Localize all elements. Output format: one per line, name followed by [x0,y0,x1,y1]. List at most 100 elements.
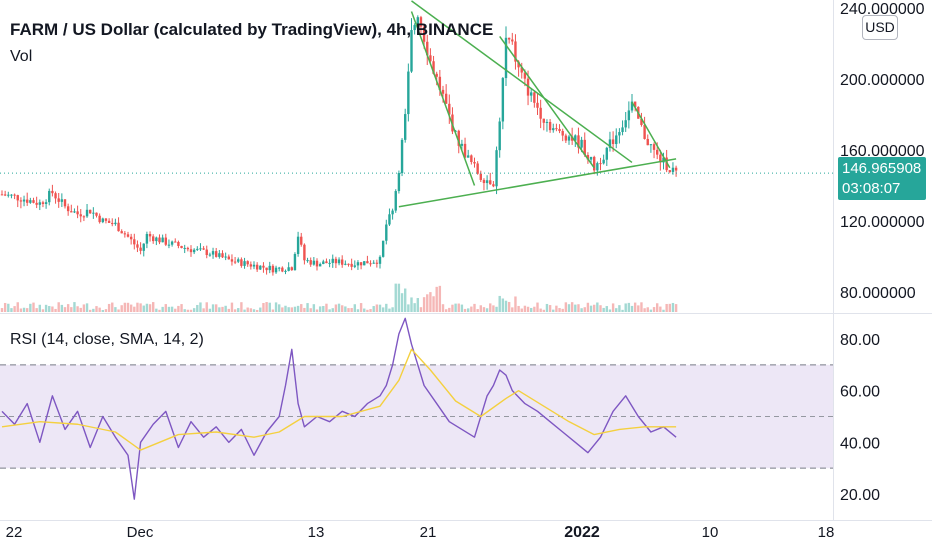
time-tick-label: 22 [6,524,23,541]
candle-body [602,159,605,164]
time-tick-label: 2022 [564,524,600,541]
volume-bar [164,304,167,312]
volume-bar [199,302,202,312]
candle-body [95,212,98,216]
volume-bar [38,304,41,312]
volume-bar [252,309,256,312]
volume-bar [624,303,627,312]
candle-body [170,241,174,245]
candle-body [240,259,243,266]
volume-bar [482,307,486,312]
volume-bar [583,307,586,312]
volume-bar [605,306,608,312]
candle-body [652,144,656,150]
volume-bar [227,308,230,312]
candle-body [552,128,555,131]
candle-body [211,251,215,255]
volume-bar [186,309,190,312]
volume-bar [536,302,539,312]
candle-body [391,210,394,215]
volume-bar [26,308,29,312]
volume-bar [104,309,108,312]
volume-bar [101,309,104,312]
volume-bar [51,306,54,312]
candle-body [341,259,344,265]
volume-bar [422,297,426,312]
volume-bar [545,303,549,312]
candle-body [511,39,514,42]
rsi-legend-label: RSI (14, close, SMA, 14, 2) [10,331,204,348]
volume-bar [208,308,212,312]
volume-bar [85,303,89,312]
volume-bar [255,309,259,312]
candle-body [381,240,385,257]
volume-bar [640,302,643,312]
volume-bar [467,308,470,312]
volume-bar [41,309,45,312]
volume-bar [580,308,583,312]
volume-bar [511,307,514,312]
candle-body [111,222,114,225]
volume-bar [444,309,448,312]
volume-bar [470,306,473,312]
volume-bar [325,303,328,312]
candle-body [158,237,161,243]
volume-bar [608,309,612,312]
volume-bar [278,304,281,312]
volume-bar [189,309,193,312]
rsi-sma-line [1,348,677,451]
candle-body [44,202,48,204]
price-pane[interactable] [0,0,833,312]
candle-body [400,139,404,174]
candle-body [463,143,467,158]
volume-bar [552,309,555,312]
candle-body [350,263,353,267]
volume-bar [7,303,10,312]
volume-bar [520,308,523,312]
volume-bar [514,296,517,312]
volume-bar [306,303,309,312]
candle-body [564,135,568,141]
candle-body [70,211,73,213]
volume-bar [375,304,379,312]
candle-body [155,237,158,242]
volume-bar [290,307,293,312]
volume-bar [611,303,615,312]
volume-bar [659,306,662,312]
volume-bar [322,306,325,312]
trendline-2 [410,11,476,186]
time-tick-label: 10 [702,524,719,541]
candle-body [126,234,130,237]
candle-body [66,206,70,212]
volume-bar [89,309,92,312]
candle-body [22,199,26,202]
candle-body [479,173,482,180]
trendline-0 [398,158,677,208]
candle-body [287,267,290,271]
volume-bar [237,308,240,312]
currency-button[interactable]: USD [862,15,898,40]
candle-body [281,267,284,272]
candle-body [555,128,558,130]
volume-bar [215,304,218,312]
candle-body [473,162,476,164]
candle-body [262,265,265,268]
volume-bar [312,304,316,312]
candle-body [533,92,536,103]
candle-body [35,202,38,205]
volume-bar [372,306,375,312]
candle-body [498,121,501,151]
candle-body [492,184,495,187]
rsi-pane[interactable] [0,317,833,500]
volume-bar [356,309,360,312]
candle-body [344,263,347,265]
candle-body [646,138,649,146]
volume-bar [416,298,419,312]
volume-bar [369,309,372,312]
candle-body [129,236,133,240]
candle-body [322,261,325,265]
candle-body [79,214,82,217]
volume-bar [643,308,646,312]
volume-bar [533,306,536,312]
